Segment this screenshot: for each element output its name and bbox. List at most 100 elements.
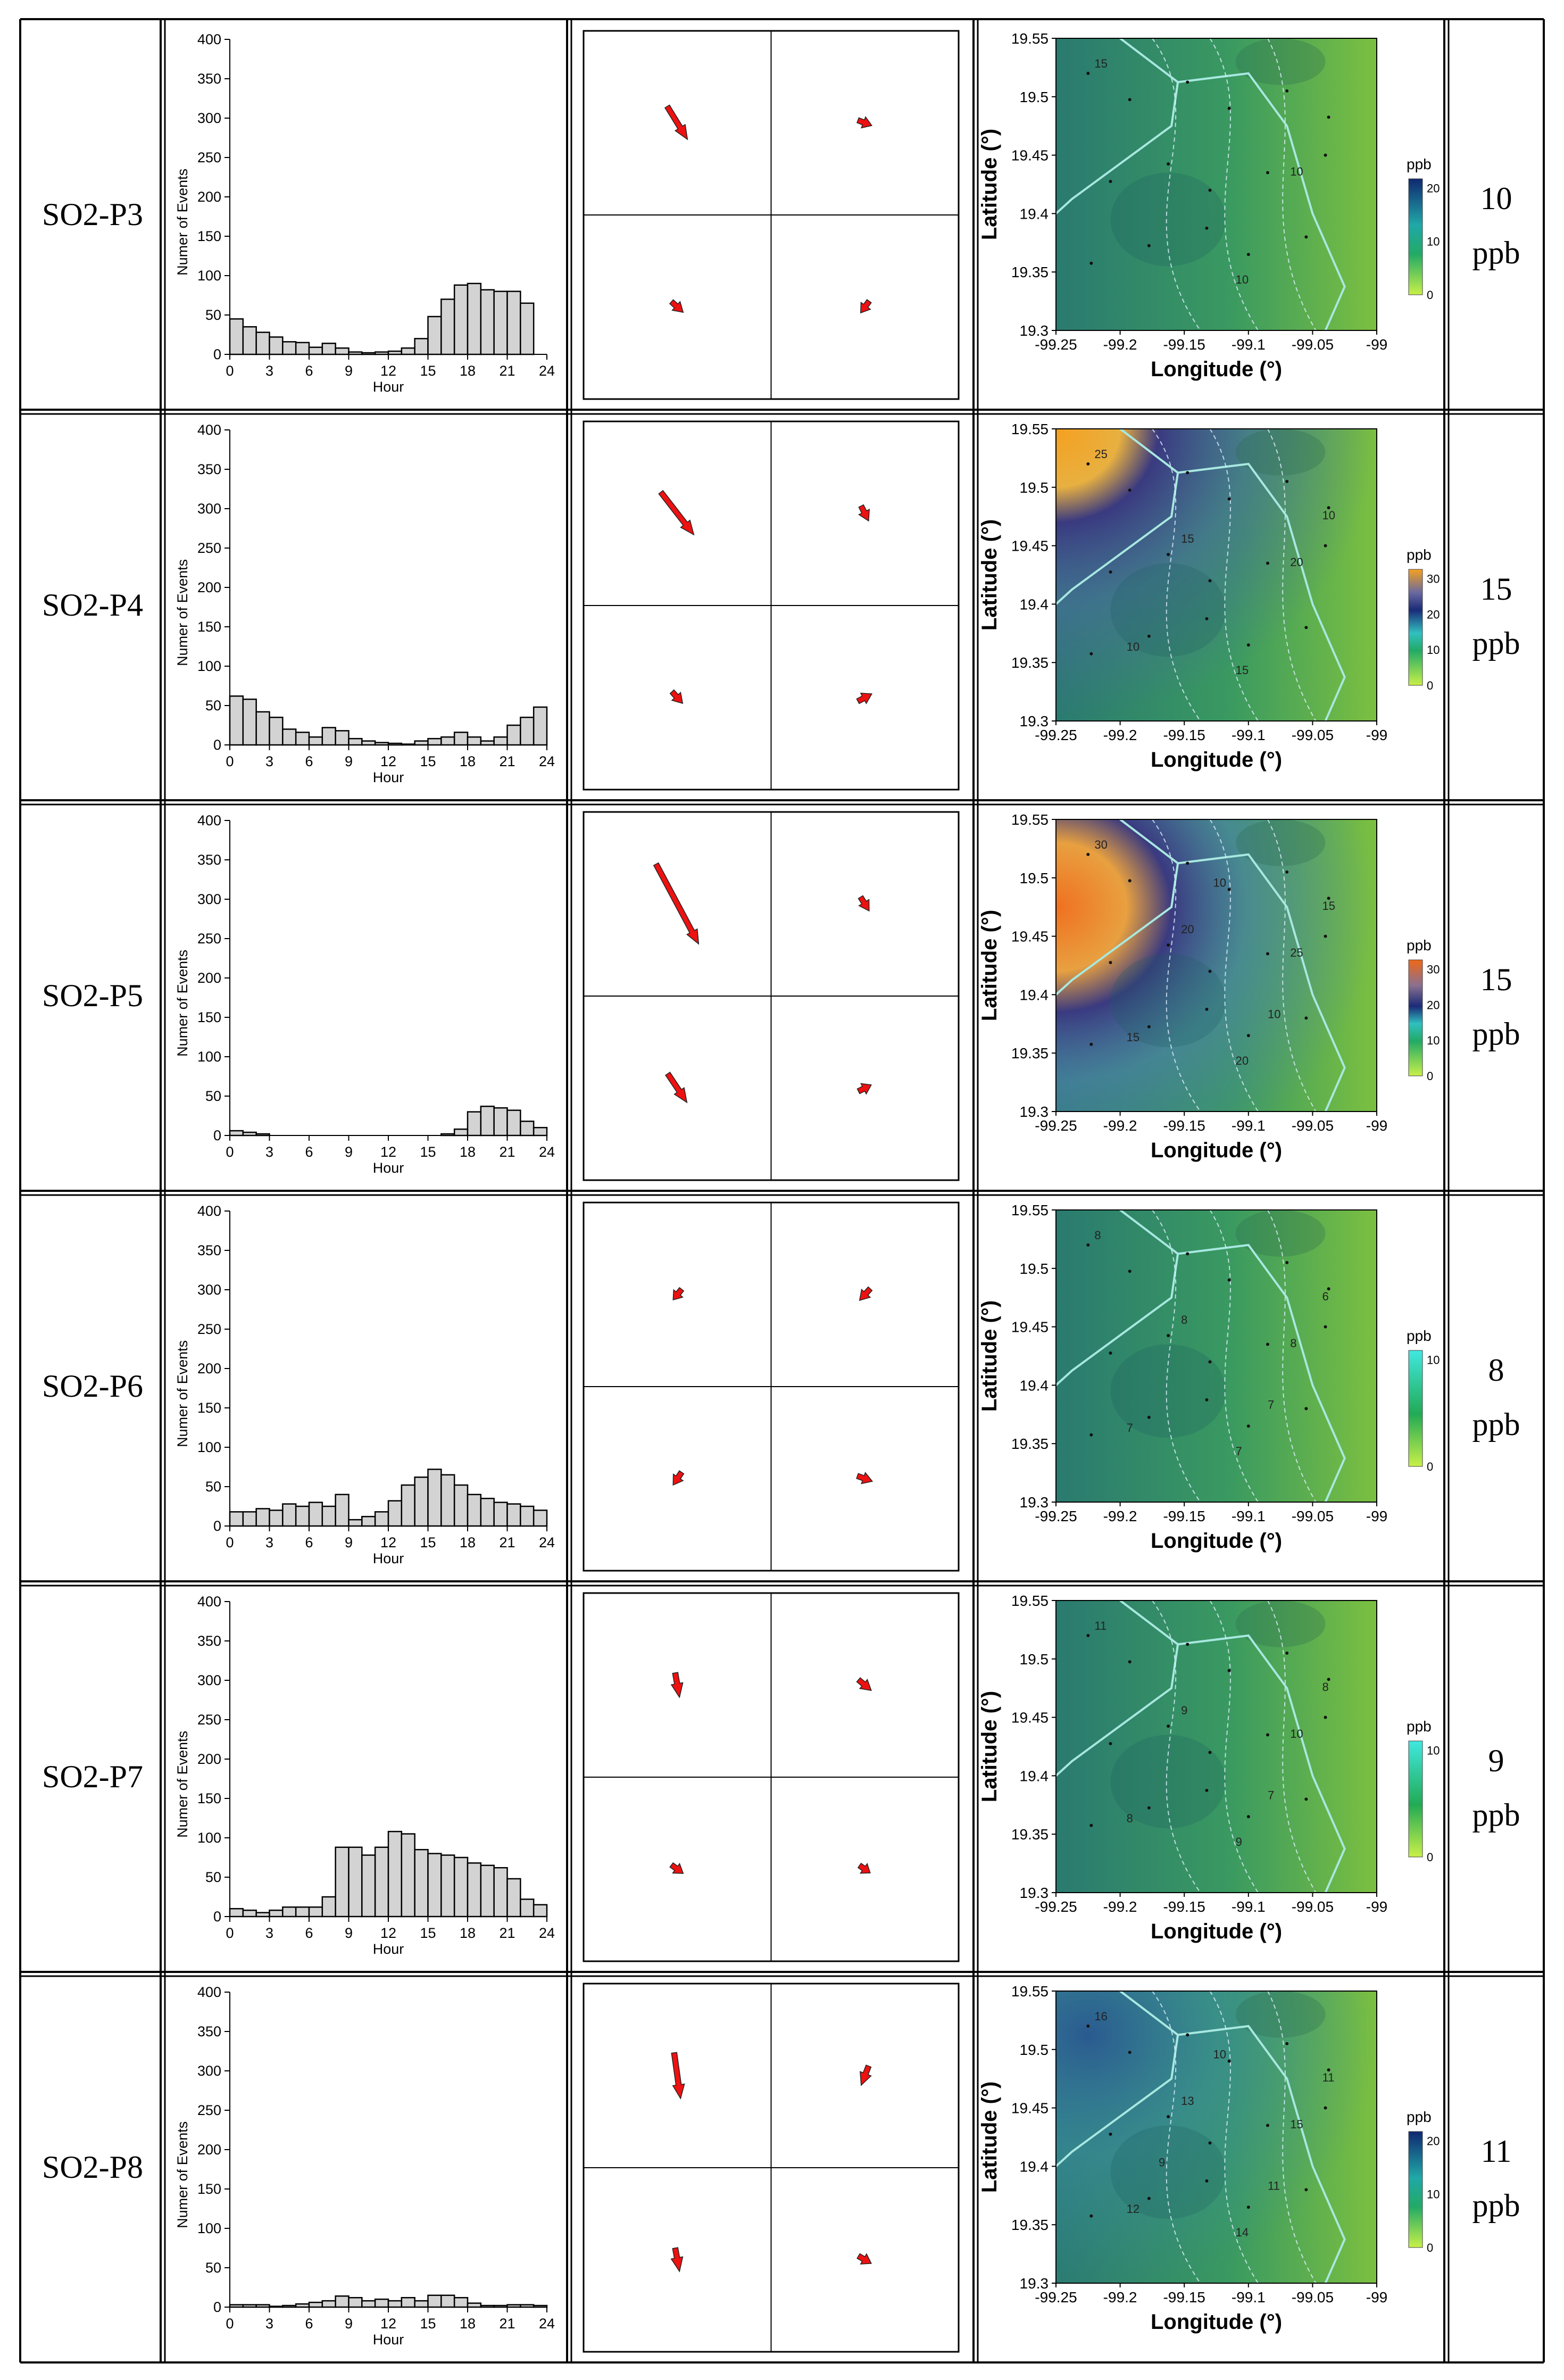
map-station-dot [1208,1751,1212,1754]
map-y-tick-label: 19.4 [1020,596,1049,612]
map-x-label: Longitude (°) [1151,358,1282,381]
map-station-dot [1266,952,1269,956]
hist-y-tick-label: 100 [197,1439,221,1455]
concentration-unit: ppb [1473,1016,1520,1051]
map-y-tick-label: 19.35 [1011,264,1049,280]
map-y-tick-label: 19.4 [1020,986,1049,1003]
hist-y-tick-label: 50 [205,1479,221,1495]
map-contour-label: 10 [1290,165,1303,178]
hist-x-tick-label: 21 [499,753,515,769]
map-y-tick-label: 19.3 [1020,1885,1049,1901]
hist-bar [361,2300,376,2308]
hist-y-tick-label: 250 [197,1712,221,1728]
wind-panel [583,1592,960,1962]
hist-bar [493,291,508,355]
concentration-unit: ppb [1473,235,1520,270]
hist-y-tick-label: 300 [197,1282,221,1298]
map-y-label: Latitude (°) [978,1691,1001,1802]
concentration-map: 11 10 9 9 8 8 7 -99.25 -99.2 -99.15 -99.1 -99.05 -99… [978,1593,1440,1943]
hist-bar [321,1896,336,1918]
map-station-dot [1186,1252,1189,1256]
hist-y-tick-label: 200 [197,579,221,595]
map-station-dot [1109,1351,1112,1355]
map-contour [1209,428,1259,722]
hist-y-tick-label: 350 [197,71,221,87]
map-contour [1209,38,1259,331]
hist-bar [308,346,323,355]
hist-bar [414,2300,429,2308]
map-x-tick-label: -99.25 [1035,1508,1077,1524]
map-x-tick-label: -99.25 [1035,1117,1077,1134]
hist-x-tick-label: 9 [345,1925,353,1941]
hist-bar [361,1515,376,1527]
colorbar-tick-label: 0 [1427,1069,1433,1083]
hist-bar [440,736,455,746]
map-station-dot [1086,1633,1090,1637]
map-boundary [1055,818,1179,996]
map-boundary [1177,462,1346,722]
map-station-dot [1246,2205,1250,2209]
map-station-dot [1285,1651,1289,1655]
hist-bar [269,716,284,746]
wind-arrow [672,1287,685,1301]
hist-bar [467,2302,482,2308]
map-surface [1056,1601,1377,1893]
map-station-dot [1266,171,1269,175]
colorbar-unit: ppb [1407,156,1432,172]
hist-bar [374,2298,389,2308]
wind-arrow [860,2064,872,2086]
hist-y-label: Numer of Events [174,169,190,276]
map-contour [1209,1991,1259,2284]
map-station-dot [1086,852,1090,856]
map-x-tick-label: -99.2 [1103,1508,1137,1524]
map-station-dot [1089,2214,1093,2218]
map-contour-label: 25 [1290,946,1303,959]
map-x-tick-label: -99.15 [1163,1898,1205,1915]
hist-x-tick-label: 24 [539,2316,555,2332]
hist-bar [467,283,482,355]
hist-bar [440,1854,455,1918]
map-x-tick-label: -99 [1366,727,1387,743]
histogram: 0 50 100 150 200 250 300 350 400 0 3 6 9 12 15 18 21 24 Ho… [174,812,555,1176]
colorbar-tick-label: 0 [1427,2241,1433,2254]
hist-x-tick-label: 24 [539,1925,555,1941]
colorbar-tick-label: 10 [1427,2188,1440,2201]
map-x-tick-label: -99.05 [1292,727,1334,743]
histogram: 0 50 100 150 200 250 300 350 400 0 3 6 9 12 15 18 21 24 Ho… [174,422,555,785]
colorbar-tick-label: 10 [1427,1353,1440,1366]
hist-bar [295,732,310,746]
map-station-dot [1089,652,1093,656]
map-y-tick-label: 19.45 [1011,1710,1049,1726]
hist-bar [321,343,336,355]
map-station-dot [1327,2068,1330,2072]
map-boundary [1177,72,1346,331]
map-station-dot [1205,1398,1209,1402]
map-contour-label: 6 [1322,1290,1328,1303]
map-x-tick-label: -99.1 [1232,727,1266,743]
colorbar-tick-label: 10 [1427,235,1440,248]
wind-arrow [670,2247,684,2273]
map-station-dot [1086,1243,1090,1247]
map-y-tick-label: 19.55 [1011,1593,1049,1609]
map-x-tick-label: -99.1 [1232,1898,1266,1915]
map-x-label: Longitude (°) [1151,748,1282,772]
hist-bar [255,1133,270,1137]
concentration-map: 16 15 14 13 12 11 11 10 9 -99.25 -99.2 -99.15 -99.1 -… [978,1983,1440,2334]
hist-bar [295,1906,310,1918]
map-hotspot [1056,819,1377,1112]
hist-x-tick-label: 6 [305,363,313,379]
map-y-tick-label: 19.5 [1020,1651,1049,1668]
map-relief [1235,1210,1326,1257]
hist-y-tick-label: 150 [197,1790,221,1806]
hist-x-tick-label: 15 [420,363,436,379]
hist-x-tick-label: 12 [380,753,396,769]
map-relief [1110,172,1226,267]
map-x-tick-label: -99.1 [1232,1508,1266,1524]
map-station-dot [1327,1678,1330,1681]
colorbar [1408,569,1423,686]
map-station-dot [1167,943,1170,947]
hist-x-tick-label: 0 [226,363,234,379]
hist-bar [374,1846,389,1918]
wind-panel [583,420,960,791]
map-y-tick-label: 19.3 [1020,2275,1049,2292]
